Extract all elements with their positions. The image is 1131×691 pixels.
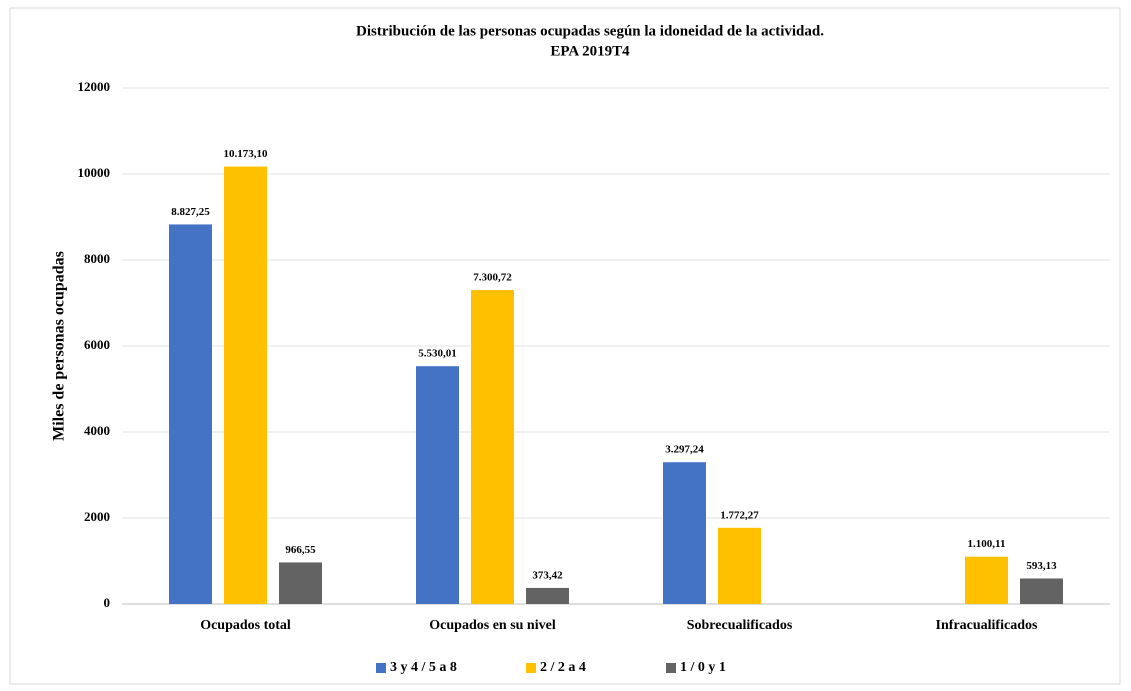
data-label: 8.827,25 [171,206,210,218]
x-tick-label: Sobrecualificados [687,618,793,633]
data-label: 1.100,11 [968,538,1006,550]
y-tick-label: 10000 [78,165,111,180]
bar [169,224,212,604]
y-tick-label: 12000 [78,79,111,94]
bar [1020,578,1063,604]
x-tick-label: Ocupados total [200,618,291,633]
y-tick-label: 2000 [84,509,110,524]
bar [526,587,569,604]
legend-swatch [376,663,386,673]
legend-label: 2 / 2 a 4 [540,660,586,675]
bar [718,527,761,604]
data-label: 10.173,10 [224,148,269,160]
y-tick-label: 8000 [84,251,110,266]
bar [279,562,322,604]
y-axis-label: Miles de personas ocupadas [51,251,68,441]
chart-title: Distribución de las personas ocupadas se… [356,23,824,39]
data-label: 373,42 [532,569,563,581]
legend-label: 3 y 4 / 5 a 8 [390,660,457,675]
bar [965,556,1008,604]
bar [663,462,706,604]
bar [471,290,514,604]
data-label: 966,55 [285,544,316,556]
bar [416,366,459,604]
data-label: 593,13 [1026,560,1057,572]
bar [224,166,267,604]
y-tick-label: 6000 [84,337,110,352]
y-tick-label: 4000 [84,423,110,438]
legend-swatch [526,663,536,673]
data-label: 5.530,01 [418,348,457,360]
chart-subtitle: EPA 2019T4 [550,43,630,59]
x-tick-label: Ocupados en su nivel [429,618,556,633]
data-label: 1.772,27 [720,509,759,521]
legend-swatch [666,663,676,673]
data-label: 7.300,72 [473,272,512,284]
legend-label: 1 / 0 y 1 [680,660,726,675]
y-tick-label: 0 [104,595,111,610]
data-label: 3.297,24 [665,444,704,456]
x-tick-label: Infracualificados [936,618,1038,633]
